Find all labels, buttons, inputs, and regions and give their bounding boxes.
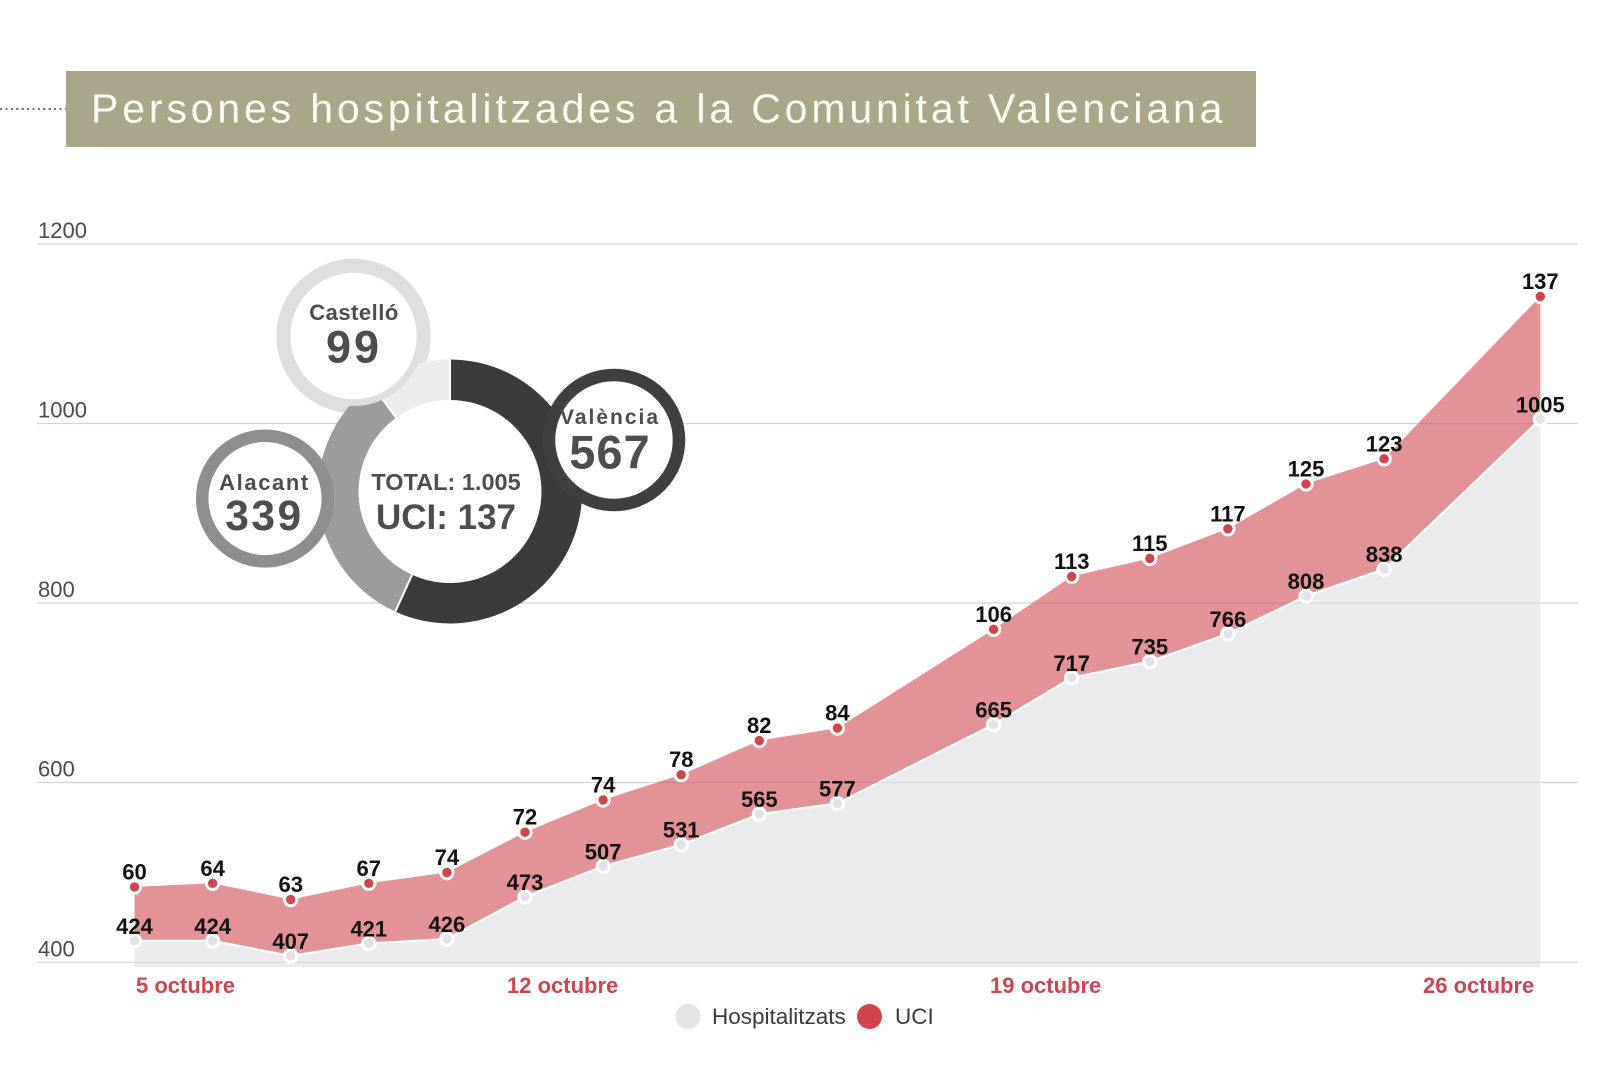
svg-text:800: 800 [38, 577, 75, 602]
svg-text:531: 531 [663, 818, 700, 843]
svg-text:València: València [560, 406, 660, 429]
svg-text:74: 74 [591, 772, 616, 797]
svg-text:565: 565 [741, 787, 778, 812]
svg-text:60: 60 [122, 859, 146, 884]
svg-text:473: 473 [507, 870, 544, 895]
svg-text:577: 577 [819, 776, 856, 801]
svg-text:72: 72 [513, 805, 537, 830]
svg-text:78: 78 [669, 747, 693, 772]
svg-text:717: 717 [1053, 651, 1090, 676]
svg-text:67: 67 [357, 856, 381, 881]
svg-text:82: 82 [747, 713, 771, 738]
svg-text:507: 507 [585, 839, 622, 864]
svg-text:TOTAL: 1.005: TOTAL: 1.005 [371, 469, 520, 495]
svg-text:UCI: UCI [895, 1004, 934, 1029]
svg-text:424: 424 [116, 914, 153, 939]
svg-text:1005: 1005 [1516, 392, 1565, 417]
svg-text:407: 407 [272, 929, 309, 954]
svg-text:400: 400 [38, 936, 75, 961]
svg-text:117: 117 [1210, 501, 1246, 526]
svg-text:567: 567 [569, 426, 650, 479]
svg-text:421: 421 [350, 917, 387, 942]
svg-text:Alacant: Alacant [219, 470, 310, 495]
svg-text:1000: 1000 [38, 398, 87, 423]
svg-text:123: 123 [1366, 431, 1403, 456]
svg-text:808: 808 [1288, 569, 1325, 594]
svg-text:735: 735 [1131, 635, 1168, 660]
svg-text:125: 125 [1288, 456, 1325, 481]
svg-text:63: 63 [278, 872, 302, 897]
svg-text:Castelló: Castelló [309, 300, 399, 325]
svg-text:766: 766 [1210, 607, 1247, 632]
svg-text:339: 339 [225, 493, 303, 540]
svg-text:74: 74 [435, 845, 460, 870]
svg-text:106: 106 [975, 602, 1012, 627]
svg-text:838: 838 [1366, 542, 1403, 567]
svg-text:64: 64 [200, 856, 225, 881]
svg-text:19 octubre: 19 octubre [990, 973, 1101, 998]
svg-text:426: 426 [429, 912, 466, 937]
svg-text:424: 424 [194, 914, 231, 939]
svg-text:84: 84 [825, 701, 850, 726]
svg-text:Hospitalitzats: Hospitalitzats [712, 1004, 846, 1029]
svg-text:26 octubre: 26 octubre [1423, 973, 1534, 998]
svg-text:113: 113 [1054, 549, 1090, 574]
svg-text:137: 137 [1522, 269, 1559, 294]
svg-text:600: 600 [38, 757, 75, 782]
svg-text:5 octubre: 5 octubre [136, 973, 235, 998]
svg-text:115: 115 [1132, 531, 1168, 556]
svg-text:1200: 1200 [38, 218, 87, 243]
svg-text:UCI: 137: UCI: 137 [376, 498, 516, 537]
svg-text:665: 665 [975, 698, 1012, 723]
svg-text:12 octubre: 12 octubre [507, 973, 618, 998]
svg-text:99: 99 [326, 322, 382, 373]
